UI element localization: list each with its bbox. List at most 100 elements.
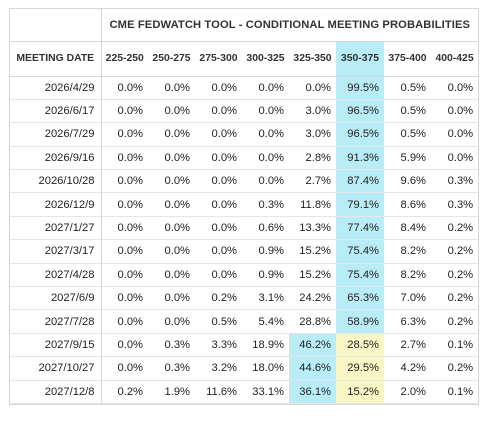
meeting-date-cell: 2027/6/9	[10, 286, 102, 311]
table-row: 2027/3/17 0.0% 0.0% 0.0% 0.9% 15.2% 75.4% 8.2% 0…	[10, 239, 479, 264]
meeting-date-cell: 2027/1/27	[10, 216, 102, 241]
fedwatch-table-panel: CME FEDWATCH TOOL - CONDITIONAL MEETING …	[9, 8, 479, 405]
probability-cell: 0.2%	[431, 309, 479, 334]
probability-cell: 0.3%	[431, 169, 479, 194]
table-row: 2026/6/17 0.0% 0.0% 0.0% 0.0% 3.0% 96.5% 0.5% 0.…	[10, 99, 479, 124]
probability-cell: 33.1%	[242, 380, 289, 404]
column-header-325-350: 325-350	[289, 41, 336, 77]
probability-cell: 29.5%	[336, 356, 384, 381]
probability-cell: 0.2%	[431, 286, 479, 311]
probability-cell: 0.0%	[148, 169, 195, 194]
probability-cell: 24.2%	[289, 286, 336, 311]
probability-cell: 0.5%	[195, 309, 242, 334]
probability-cell: 2.7%	[289, 169, 336, 194]
probability-cell: 0.0%	[195, 169, 242, 194]
meeting-date-cell: 2026/6/17	[10, 99, 102, 124]
probability-cell: 0.0%	[148, 146, 195, 171]
probability-cell: 0.0%	[195, 192, 242, 217]
probability-cell: 0.3%	[431, 192, 479, 217]
probability-cell: 0.5%	[384, 122, 431, 147]
table-row: 2026/10/28 0.0% 0.0% 0.0% 0.0% 2.7% 87.4% 9.6% 0…	[10, 169, 479, 194]
probability-cell: 36.1%	[289, 380, 336, 404]
probability-cell: 0.0%	[101, 263, 148, 288]
probability-cell: 0.0%	[101, 356, 148, 381]
probability-cell: 2.7%	[384, 333, 431, 358]
probability-cell: 0.0%	[289, 76, 336, 100]
probability-cell: 87.4%	[336, 169, 384, 194]
probability-cell: 0.0%	[101, 146, 148, 171]
probability-cell: 11.8%	[289, 192, 336, 217]
probability-cell: 75.4%	[336, 263, 384, 288]
meeting-date-cell: 2027/10/27	[10, 356, 102, 381]
column-header-225-250: 225-250	[101, 41, 148, 77]
probability-cell: 0.0%	[148, 192, 195, 217]
table-row: 2027/1/27 0.0% 0.0% 0.0% 0.6% 13.3% 77.4% 8.4% 0…	[10, 216, 479, 241]
probability-cell: 0.1%	[431, 380, 479, 404]
probability-cell: 0.0%	[148, 263, 195, 288]
probability-cell: 3.2%	[195, 356, 242, 381]
probability-cell: 0.0%	[431, 99, 479, 124]
column-header-row: MEETING DATE 225-250 250-275 275-300 300-32…	[10, 41, 479, 77]
table-row: 2026/12/9 0.0% 0.0% 0.0% 0.3% 11.8% 79.1% 8.6% 0…	[10, 192, 479, 217]
probability-cell: 3.3%	[195, 333, 242, 358]
probability-cell: 0.9%	[242, 263, 289, 288]
probability-cell: 91.3%	[336, 146, 384, 171]
probability-cell: 6.3%	[384, 309, 431, 334]
probability-cell: 2.0%	[384, 380, 431, 404]
probability-cell: 65.3%	[336, 286, 384, 311]
table-row: 2027/12/8 0.2% 1.9% 11.6% 33.1% 36.1% 15.2% 2.0…	[10, 380, 479, 404]
probability-cell: 0.0%	[148, 99, 195, 124]
probability-cell: 0.0%	[101, 309, 148, 334]
probability-cell: 0.0%	[242, 146, 289, 171]
probability-cell: 0.0%	[195, 216, 242, 241]
meeting-date-cell: 2027/12/8	[10, 380, 102, 404]
probability-cell: 28.8%	[289, 309, 336, 334]
probability-cell: 15.2%	[336, 380, 384, 404]
meeting-date-cell: 2027/7/28	[10, 309, 102, 334]
probability-cell: 15.2%	[289, 239, 336, 264]
column-header-400-425: 400-425	[431, 41, 479, 77]
probability-cell: 3.1%	[242, 286, 289, 311]
probability-cell: 44.6%	[289, 356, 336, 381]
table-row: 2027/9/15 0.0% 0.3% 3.3% 18.9% 46.2% 28.5% 2.7%…	[10, 333, 479, 358]
probability-cell: 0.0%	[242, 99, 289, 124]
probability-cell: 0.2%	[431, 216, 479, 241]
probability-cell: 7.0%	[384, 286, 431, 311]
probability-cell: 0.0%	[242, 76, 289, 100]
probability-cell: 0.0%	[101, 99, 148, 124]
probability-cell: 0.0%	[148, 239, 195, 264]
table-row: 2026/7/29 0.0% 0.0% 0.0% 0.0% 3.0% 96.5% 0.5% 0.…	[10, 122, 479, 147]
probability-cell: 0.0%	[101, 239, 148, 264]
probability-cell: 0.2%	[195, 286, 242, 311]
probability-cell: 0.0%	[195, 263, 242, 288]
probability-cell: 0.0%	[101, 76, 148, 100]
probability-cell: 96.5%	[336, 99, 384, 124]
probability-cell: 58.9%	[336, 309, 384, 334]
probability-cell: 0.0%	[101, 169, 148, 194]
probability-cell: 5.4%	[242, 309, 289, 334]
probability-cell: 13.3%	[289, 216, 336, 241]
meeting-date-cell: 2026/7/29	[10, 122, 102, 147]
probability-cell: 0.0%	[431, 146, 479, 171]
probability-cell: 0.0%	[242, 122, 289, 147]
column-header-300-325: 300-325	[242, 41, 289, 77]
probability-cell: 0.0%	[431, 122, 479, 147]
probability-cell: 79.1%	[336, 192, 384, 217]
probability-cell: 2.8%	[289, 146, 336, 171]
corner-cell	[10, 9, 102, 42]
probability-cell: 28.5%	[336, 333, 384, 358]
probability-cell: 0.0%	[101, 333, 148, 358]
column-header-250-275: 250-275	[148, 41, 195, 77]
probability-cell: 0.5%	[384, 76, 431, 100]
probability-cell: 0.6%	[242, 216, 289, 241]
probability-cell: 0.3%	[148, 356, 195, 381]
probability-cell: 77.4%	[336, 216, 384, 241]
probability-cell: 5.9%	[384, 146, 431, 171]
table-row: 2026/4/29 0.0% 0.0% 0.0% 0.0% 0.0% 99.5% 0.5% 0.…	[10, 76, 479, 100]
probability-cell: 0.0%	[148, 76, 195, 100]
title-row: CME FEDWATCH TOOL - CONDITIONAL MEETING …	[10, 9, 479, 42]
probability-cell: 0.3%	[242, 192, 289, 217]
probabilities-table: CME FEDWATCH TOOL - CONDITIONAL MEETING …	[10, 9, 479, 404]
probability-cell: 18.9%	[242, 333, 289, 358]
probability-cell: 75.4%	[336, 239, 384, 264]
